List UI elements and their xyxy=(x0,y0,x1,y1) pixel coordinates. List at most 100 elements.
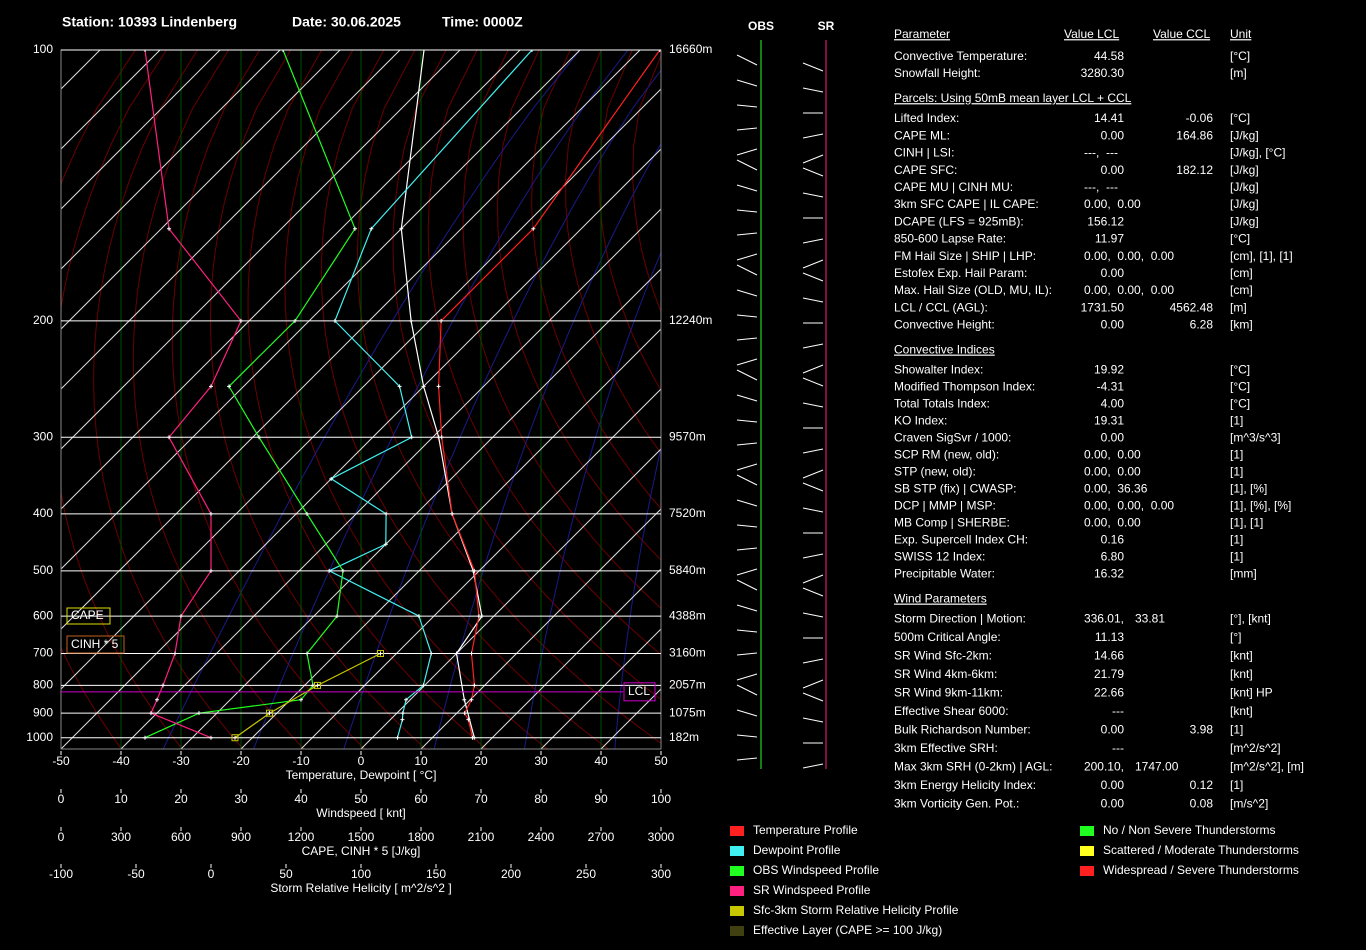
dry-adiabat xyxy=(132,50,305,749)
param-unit: [J/kg], [°C] xyxy=(1230,146,1285,160)
dry-adiabat xyxy=(427,50,661,656)
lcl-box xyxy=(623,682,656,702)
param-label: Max. Hail Size (OLD, MU, IL): xyxy=(894,283,1052,297)
param-value-ccl: 4562.48 xyxy=(1170,300,1214,314)
param-value-lcl: 3280.30 xyxy=(1081,66,1125,80)
isotherm xyxy=(480,568,661,749)
param-value-lcl: 0.00 xyxy=(1101,797,1125,811)
tick-label: 80 xyxy=(534,792,548,806)
param-label: MB Comp | SHERBE: xyxy=(894,516,1010,530)
isotherm xyxy=(360,448,661,749)
param-label: Storm Direction | Motion: xyxy=(894,612,1026,626)
wind-barb xyxy=(736,684,758,696)
wind-barb xyxy=(802,587,824,597)
wind-barb xyxy=(736,184,758,192)
param-label: KO Index: xyxy=(894,414,947,428)
tick-label: 40 xyxy=(594,754,608,768)
wind-barb xyxy=(736,474,758,486)
tick-label: 250 xyxy=(576,867,596,881)
moist-adiabat xyxy=(253,50,629,749)
wind-barb xyxy=(802,259,824,269)
table-header: Value CCL xyxy=(1153,27,1210,41)
profile-line-point xyxy=(436,384,441,389)
param-value-ccl: 0.12 xyxy=(1190,778,1214,792)
param-unit: [1] xyxy=(1230,465,1243,479)
param-unit: [knt] xyxy=(1230,704,1253,718)
sr-label: SR xyxy=(818,19,835,33)
profile-line xyxy=(437,50,661,738)
profile-line-point xyxy=(466,717,471,722)
isotherm xyxy=(540,628,661,749)
param-value-lcl: 0.00, 0.00 xyxy=(1084,465,1141,479)
dry-adiabat xyxy=(284,50,548,749)
wind-barb xyxy=(802,448,824,454)
param-label: 3km Vorticity Gen. Pot.: xyxy=(894,797,1019,811)
wind-barb xyxy=(736,314,758,318)
dry-adiabat xyxy=(531,50,661,510)
param-label: Precipitable Water: xyxy=(894,567,995,581)
wind-barb xyxy=(802,574,824,584)
param-unit: [°], [knt] xyxy=(1230,612,1271,626)
wind-barb xyxy=(736,604,758,612)
param-value-ccl: 182.12 xyxy=(1176,163,1213,177)
param-unit: [°C] xyxy=(1230,397,1250,411)
height-label: 16660m xyxy=(669,42,712,56)
param-value-lcl: 16.32 xyxy=(1094,567,1124,581)
section-title: Convective Indices xyxy=(894,343,995,357)
cinh-box xyxy=(66,635,125,654)
wind-barb xyxy=(736,673,758,681)
isotherm xyxy=(61,50,281,270)
legend-swatch xyxy=(730,906,744,916)
isotherm xyxy=(420,508,661,749)
legend-swatch xyxy=(1080,846,1094,856)
param-label: Max 3km SRH (0-2km) | AGL: xyxy=(894,760,1052,774)
param-value-lcl: 22.66 xyxy=(1094,686,1124,700)
param-label: Lifted Index: xyxy=(894,111,959,125)
param-label: 850-600 Lapse Rate: xyxy=(894,232,1006,246)
dry-adiabat xyxy=(462,50,661,609)
wind-barb xyxy=(736,547,758,551)
isotherm xyxy=(180,268,661,749)
param-label: SB STP (fix) | CWASP: xyxy=(894,482,1016,496)
wind-barb xyxy=(802,469,824,479)
param-label: Bulk Richardson Number: xyxy=(894,723,1031,737)
param-unit: [m^3/s^3] xyxy=(1230,431,1281,445)
param-value-lcl: 0.00, 0.00 xyxy=(1084,516,1141,530)
pressure-label: 300 xyxy=(33,429,53,443)
wind-barb xyxy=(802,679,824,689)
pressure-label: 900 xyxy=(33,705,53,719)
table-header: Unit xyxy=(1230,27,1252,41)
tick-label: 90 xyxy=(594,792,608,806)
cape-box xyxy=(66,607,111,625)
param-unit: [°] xyxy=(1230,630,1241,644)
wind-barb xyxy=(736,337,758,341)
legend-label: Sfc-3km Storm Relative Helicity Profile xyxy=(753,903,959,917)
isotherm xyxy=(61,50,461,450)
param-value-lcl: 0.00 xyxy=(1101,163,1125,177)
param-value-lcl: 0.00 xyxy=(1101,778,1125,792)
tick-label: 0 xyxy=(358,754,365,768)
pressure-label: 700 xyxy=(33,646,53,660)
legend-label: OBS Windspeed Profile xyxy=(753,863,879,877)
legend-label: Dewpoint Profile xyxy=(753,843,841,857)
height-label: 2057m xyxy=(669,678,706,692)
legend-swatch xyxy=(730,886,744,896)
height-label: 12240m xyxy=(669,313,712,327)
legend-swatch xyxy=(1080,826,1094,836)
profile-line-point xyxy=(397,384,402,389)
dry-adiabat xyxy=(392,50,661,701)
axis-label: Temperature, Dewpoint [ °C] xyxy=(286,768,437,782)
wind-barb xyxy=(736,159,758,171)
wind-barb xyxy=(802,154,824,164)
legend-label: Widespread / Severe Thunderstorms xyxy=(1103,863,1299,877)
parcel-line-point xyxy=(421,384,426,389)
legend-swatch xyxy=(730,866,744,876)
wind-barb xyxy=(802,343,824,349)
station: Station: 10393 Lindenberg xyxy=(62,14,237,30)
srh-point xyxy=(231,734,239,742)
param-value-lcl: 19.31 xyxy=(1094,414,1124,428)
wind-barb xyxy=(736,709,758,717)
profile-line xyxy=(327,50,533,738)
wind-barb xyxy=(736,358,758,366)
